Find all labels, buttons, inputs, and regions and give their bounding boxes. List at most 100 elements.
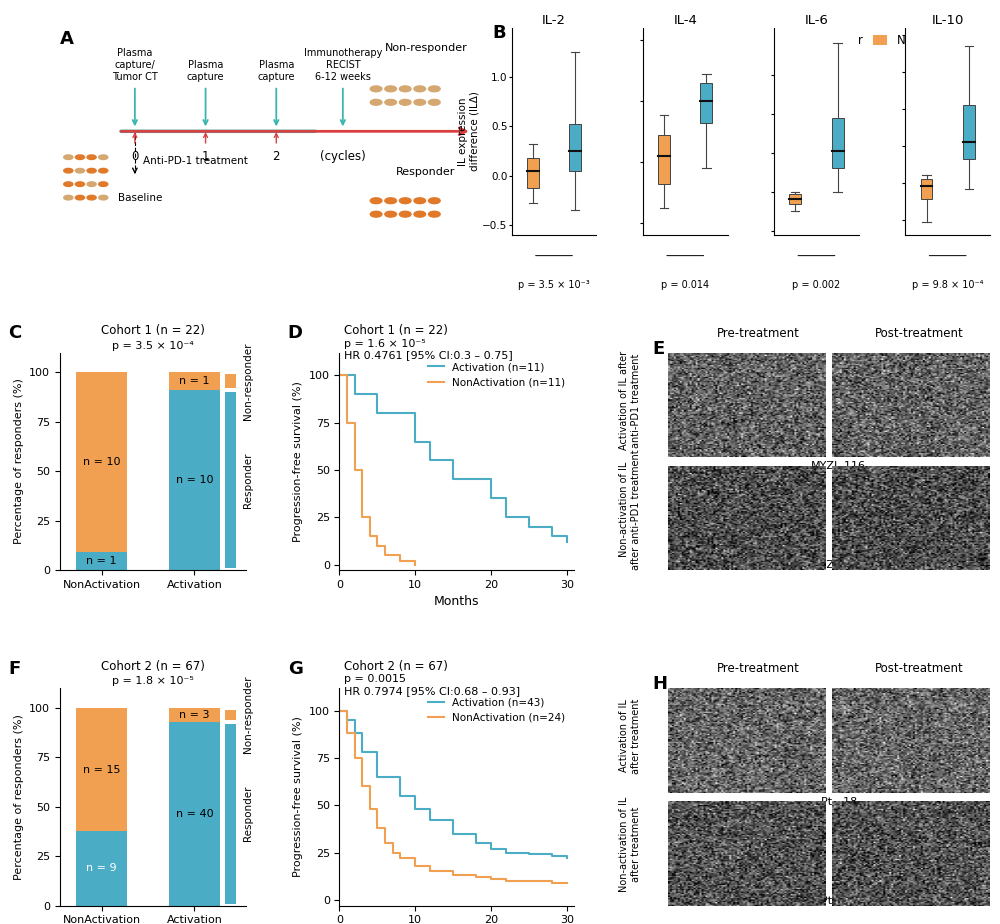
Text: Non-responder: Non-responder bbox=[243, 675, 253, 753]
Text: Non-activation of IL
after anti-PD1 treatment: Non-activation of IL after anti-PD1 trea… bbox=[619, 449, 641, 569]
Circle shape bbox=[64, 195, 73, 200]
NonActivation (n=24) bbox=[364, 804, 376, 815]
NonActivation (n=24) bbox=[371, 822, 383, 833]
NonActivation (n=24) bbox=[424, 866, 436, 877]
Circle shape bbox=[87, 168, 96, 173]
Bar bbox=[921, 178, 932, 199]
Circle shape bbox=[75, 182, 85, 187]
Text: Non-responder: Non-responder bbox=[385, 43, 467, 53]
Activation (n=43) bbox=[356, 747, 368, 758]
Activation (n=43) bbox=[394, 790, 406, 801]
Circle shape bbox=[399, 212, 411, 217]
Circle shape bbox=[87, 195, 96, 200]
Text: Responder: Responder bbox=[243, 453, 253, 508]
Activation (n=11) bbox=[561, 536, 573, 547]
Text: C: C bbox=[8, 324, 21, 343]
Circle shape bbox=[99, 195, 108, 200]
NonActivation (n=24) bbox=[523, 875, 535, 886]
Circle shape bbox=[399, 100, 411, 105]
Circle shape bbox=[399, 86, 411, 91]
Circle shape bbox=[414, 100, 426, 105]
Bar bbox=[76, 708, 127, 832]
Title: IL-2: IL-2 bbox=[542, 14, 566, 27]
Activation (n=11) bbox=[447, 474, 459, 485]
Bar bbox=[76, 553, 127, 570]
Text: Cohort 2 (n = 67): Cohort 2 (n = 67) bbox=[344, 660, 448, 673]
Bar bbox=[169, 391, 220, 570]
Text: p = 0.014: p = 0.014 bbox=[661, 281, 709, 290]
X-axis label: Months: Months bbox=[434, 595, 480, 609]
NonActivation (n=11) bbox=[371, 541, 383, 552]
Text: 1: 1 bbox=[202, 150, 209, 163]
Circle shape bbox=[87, 155, 96, 160]
Bar bbox=[569, 125, 581, 171]
NonActivation (n=11) bbox=[349, 465, 361, 476]
Y-axis label: IL expression
difference (ILΔ): IL expression difference (ILΔ) bbox=[458, 91, 479, 171]
Circle shape bbox=[429, 198, 440, 203]
Text: n = 40: n = 40 bbox=[176, 808, 213, 819]
Bar bbox=[225, 710, 236, 720]
Text: Cohort 1 (n = 22): Cohort 1 (n = 22) bbox=[344, 324, 448, 337]
NonActivation (n=24) bbox=[394, 853, 406, 864]
Activation (n=43) bbox=[371, 772, 383, 783]
Bar bbox=[225, 393, 236, 568]
Line: Activation (n=43): Activation (n=43) bbox=[339, 711, 567, 858]
Circle shape bbox=[414, 198, 426, 203]
Text: 0: 0 bbox=[131, 150, 139, 163]
Text: n = 10: n = 10 bbox=[83, 457, 120, 468]
Text: MYZL-116: MYZL-116 bbox=[811, 461, 866, 471]
Text: Post-treatment: Post-treatment bbox=[875, 326, 964, 340]
Circle shape bbox=[99, 168, 108, 173]
Activation (n=43) bbox=[561, 853, 573, 864]
Title: IL-4: IL-4 bbox=[673, 14, 697, 27]
Text: F: F bbox=[8, 660, 20, 677]
NonActivation (n=24) bbox=[470, 871, 482, 882]
Text: n = 3: n = 3 bbox=[179, 710, 210, 720]
NonActivation (n=11) bbox=[394, 555, 406, 566]
Bar bbox=[963, 105, 975, 159]
Activation (n=11) bbox=[409, 436, 421, 447]
Circle shape bbox=[429, 212, 440, 217]
Activation (n=43) bbox=[409, 804, 421, 815]
NonActivation (n=11) bbox=[379, 550, 391, 561]
Circle shape bbox=[385, 100, 396, 105]
NonActivation (n=24) bbox=[561, 877, 573, 888]
Activation (n=43) bbox=[485, 844, 497, 855]
Activation (n=11) bbox=[424, 455, 436, 466]
Text: Post-treatment: Post-treatment bbox=[875, 662, 964, 675]
Circle shape bbox=[414, 212, 426, 217]
Text: Pt - 18: Pt - 18 bbox=[821, 796, 857, 807]
Circle shape bbox=[385, 86, 396, 91]
Text: MYZL-168: MYZL-168 bbox=[811, 560, 866, 570]
Circle shape bbox=[414, 86, 426, 91]
Activation (n=11) bbox=[333, 370, 345, 381]
Text: H: H bbox=[652, 675, 667, 693]
Activation (n=43) bbox=[341, 714, 353, 725]
Text: Cohort 1 (n = 22): Cohort 1 (n = 22) bbox=[101, 324, 205, 337]
Circle shape bbox=[370, 198, 382, 203]
Circle shape bbox=[370, 86, 382, 91]
Activation (n=43) bbox=[500, 847, 512, 858]
Bar bbox=[225, 374, 236, 388]
Text: n = 1: n = 1 bbox=[86, 556, 117, 566]
NonActivation (n=24) bbox=[341, 728, 353, 739]
Bar bbox=[225, 723, 236, 904]
Text: p = 1.8 × 10⁻⁵: p = 1.8 × 10⁻⁵ bbox=[112, 676, 194, 686]
Circle shape bbox=[64, 155, 73, 160]
Circle shape bbox=[429, 86, 440, 91]
Text: Baseline: Baseline bbox=[118, 193, 163, 203]
Y-axis label: Progression-free survival (%): Progression-free survival (%) bbox=[293, 716, 303, 877]
Circle shape bbox=[87, 182, 96, 187]
NonActivation (n=24) bbox=[500, 875, 512, 886]
Text: Responder: Responder bbox=[396, 167, 456, 176]
Activation (n=11) bbox=[371, 407, 383, 419]
NonActivation (n=11) bbox=[333, 370, 345, 381]
NonActivation (n=11) bbox=[356, 512, 368, 523]
Text: G: G bbox=[288, 660, 303, 677]
Bar bbox=[527, 158, 539, 188]
Y-axis label: Percentage of responders (%): Percentage of responders (%) bbox=[14, 714, 24, 880]
Text: Pre-treatment: Pre-treatment bbox=[717, 326, 800, 340]
Bar bbox=[700, 82, 712, 123]
Text: Activation of IL after
anti-PD1 treatment: Activation of IL after anti-PD1 treatmen… bbox=[619, 351, 641, 450]
Activation (n=43) bbox=[424, 815, 436, 826]
